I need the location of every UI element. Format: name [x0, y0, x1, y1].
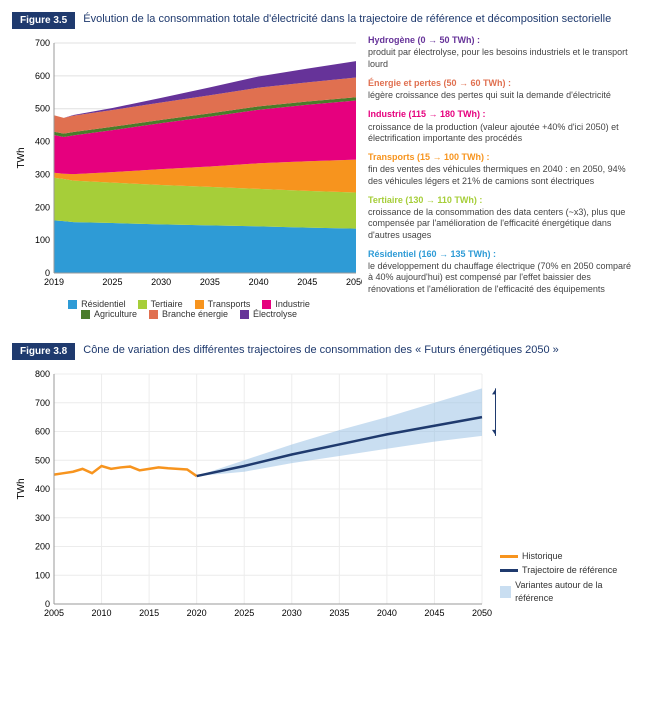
annotation-residentiel: Résidentiel (160 → 135 TWh) :le développ… — [368, 249, 634, 295]
svg-text:200: 200 — [35, 202, 50, 212]
svg-text:2045: 2045 — [297, 277, 317, 287]
svg-text:2019: 2019 — [44, 277, 64, 287]
figure-3-5-annotations: Hydrogène (0 → 50 TWh) :produit par élec… — [362, 35, 634, 319]
svg-text:500: 500 — [35, 456, 50, 466]
svg-text:2035: 2035 — [329, 608, 349, 618]
svg-text:2030: 2030 — [282, 608, 302, 618]
legend-item-transports: Transports — [191, 299, 251, 309]
svg-text:200: 200 — [35, 542, 50, 552]
legend-item-tertiaire: Tertiaire — [134, 299, 183, 309]
svg-text:2050: 2050 — [472, 608, 492, 618]
figure-3-5: Figure 3.5 Évolution de la consommation … — [12, 12, 634, 319]
annotation-hydrogene: Hydrogène (0 → 50 TWh) :produit par élec… — [368, 35, 634, 70]
figure-3-8-badge: Figure 3.8 — [12, 343, 75, 360]
svg-text:300: 300 — [35, 513, 50, 523]
svg-text:2035: 2035 — [200, 277, 220, 287]
legend-historique: Historique — [500, 550, 634, 563]
figure-3-5-badge: Figure 3.5 — [12, 12, 75, 29]
svg-text:600: 600 — [35, 71, 50, 81]
svg-text:2025: 2025 — [234, 608, 254, 618]
svg-text:2050: 2050 — [346, 277, 362, 287]
stacked-area-svg: 1002003004005006007000201920252030203520… — [12, 35, 362, 295]
svg-text:100: 100 — [35, 235, 50, 245]
annotation-transports: Transports (15 → 100 TWh) :fin des vente… — [368, 152, 634, 187]
svg-text:700: 700 — [35, 398, 50, 408]
legend-reference: Trajectoire de référence — [500, 564, 634, 577]
figure-3-8-header: Figure 3.8 Cône de variation des différe… — [12, 343, 634, 360]
annotation-industrie: Industrie (115 → 180 TWh) :croissance de… — [368, 109, 634, 144]
svg-text:300: 300 — [35, 169, 50, 179]
figure-3-8-legend: HistoriqueTrajectoire de référence Varian… — [496, 550, 634, 626]
figure-3-5-chart: 1002003004005006007000201920252030203520… — [12, 35, 362, 319]
svg-text:2040: 2040 — [249, 277, 269, 287]
svg-text:TWh: TWh — [16, 147, 27, 168]
annotation-energie: Énergie et pertes (50 → 60 TWh) :légère … — [368, 78, 634, 102]
svg-text:2040: 2040 — [377, 608, 397, 618]
legend-item-residentiel: Résidentiel — [64, 299, 126, 309]
figure-3-5-header: Figure 3.5 Évolution de la consommation … — [12, 12, 634, 29]
svg-text:700: 700 — [35, 38, 50, 48]
svg-text:500: 500 — [35, 104, 50, 114]
figure-3-5-title: Évolution de la consommation totale d'él… — [83, 12, 611, 27]
svg-text:600: 600 — [35, 427, 50, 437]
figure-3-8-title: Cône de variation des différentes trajec… — [83, 343, 559, 358]
figure-3-8: Figure 3.8 Cône de variation des différe… — [12, 343, 634, 626]
svg-text:2030: 2030 — [151, 277, 171, 287]
svg-text:100: 100 — [35, 571, 50, 581]
legend-item-electrolyse: Électrolyse — [236, 309, 297, 319]
svg-text:400: 400 — [35, 137, 50, 147]
legend-item-agriculture: Agriculture — [77, 309, 137, 319]
svg-text:2015: 2015 — [139, 608, 159, 618]
svg-text:2005: 2005 — [44, 608, 64, 618]
svg-text:2045: 2045 — [424, 608, 444, 618]
legend-item-industrie: Industrie — [258, 299, 310, 309]
svg-text:400: 400 — [35, 484, 50, 494]
figure-3-5-legend: Résidentiel Tertiaire Transports Industrie A… — [12, 295, 362, 319]
svg-text:2010: 2010 — [92, 608, 112, 618]
legend-band: Variantes autour de la référence — [500, 579, 634, 604]
svg-text:TWh: TWh — [16, 479, 27, 500]
svg-text:2025: 2025 — [102, 277, 122, 287]
legend-item-branche_energie: Branche énergie — [145, 309, 228, 319]
cone-chart-svg: 1002003004005006007008000200520102015202… — [12, 366, 496, 626]
svg-text:2020: 2020 — [187, 608, 207, 618]
svg-text:800: 800 — [35, 369, 50, 379]
annotation-tertiaire: Tertiaire (130 → 110 TWh) :croissance de… — [368, 195, 634, 241]
